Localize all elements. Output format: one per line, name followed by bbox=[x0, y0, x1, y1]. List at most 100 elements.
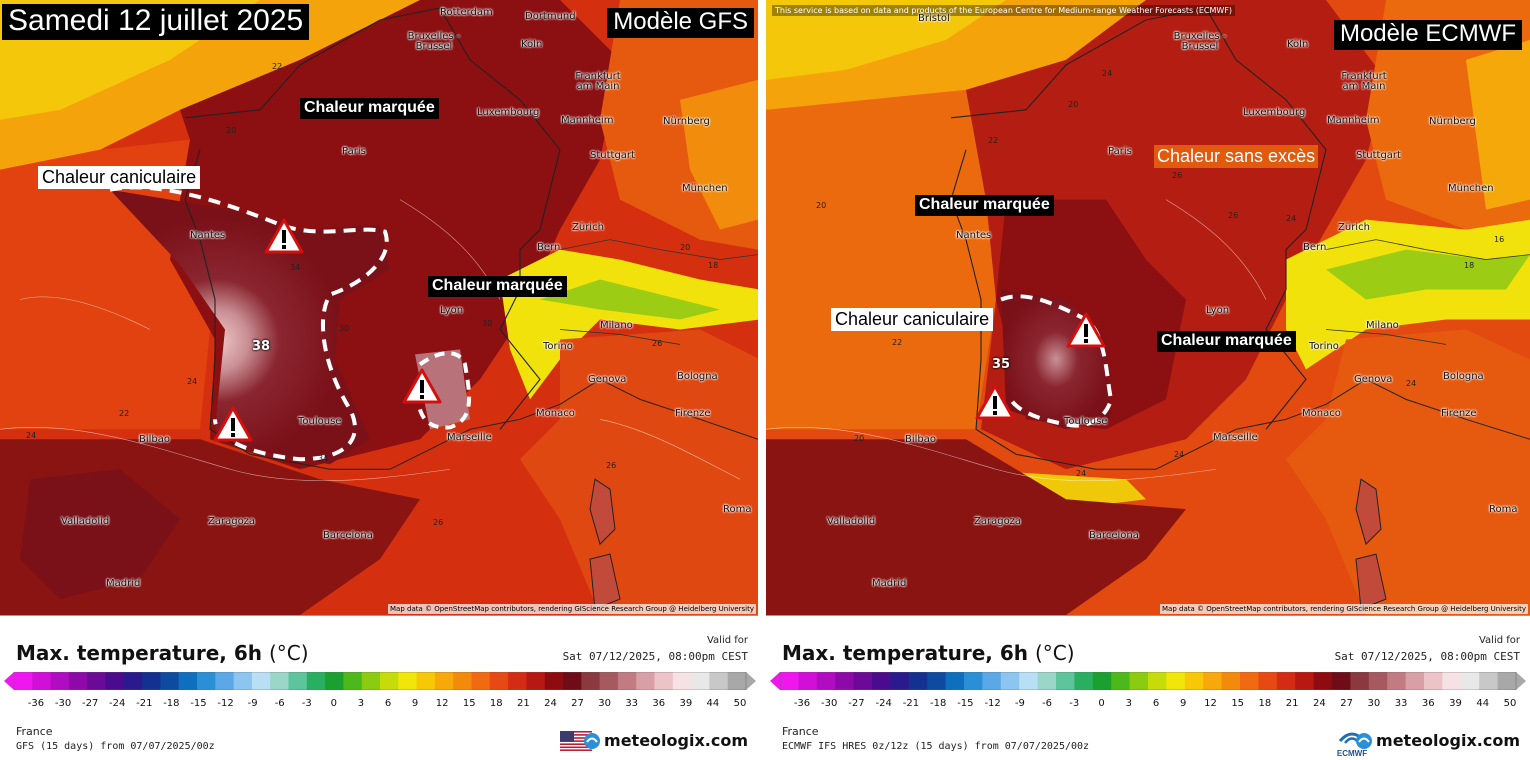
ecmwf-map[interactable]: This service is based on data and produc… bbox=[766, 0, 1530, 616]
colorbar-tick-label: 9 bbox=[411, 698, 419, 709]
gfs-map[interactable]: Samedi 12 juillet 2025 Modèle GFS Chaleu… bbox=[0, 0, 758, 616]
contour-value: 20 bbox=[816, 201, 827, 210]
ecmwf-caniculaire-zone-outline bbox=[1000, 294, 1114, 428]
contour-value: 26 bbox=[1172, 171, 1183, 180]
city-label: Zürich bbox=[1338, 222, 1370, 233]
colorbar-tick-label: -6 bbox=[1042, 698, 1053, 709]
brand-link[interactable]: meteologix.com bbox=[583, 731, 748, 750]
city-label: Genova bbox=[1354, 374, 1393, 385]
colorbar-swatch bbox=[581, 672, 601, 690]
colorbar-swatch bbox=[288, 672, 308, 690]
colorbar-tick-label: 18 bbox=[489, 698, 503, 709]
warning-icon bbox=[1066, 312, 1106, 348]
colorbar-swatch bbox=[68, 672, 88, 690]
colorbar-swatch bbox=[709, 672, 729, 690]
city-label: Madrid bbox=[872, 578, 907, 589]
city-label: Mannheim bbox=[561, 115, 614, 126]
colorbar-tick-label: -27 bbox=[81, 698, 99, 709]
city-label: Bologna bbox=[1443, 371, 1484, 382]
colorbar-swatch bbox=[927, 672, 947, 690]
warning-icon bbox=[402, 368, 442, 404]
colorbar-swatch bbox=[1240, 672, 1259, 690]
colorbar-tick-label: -12 bbox=[217, 698, 234, 709]
tag-chaleur-marquee-north: Chaleur marquée bbox=[300, 98, 439, 119]
city-label: Milano bbox=[600, 320, 633, 331]
colorbar-swatch bbox=[617, 672, 637, 690]
colorbar-tick-label: -15 bbox=[957, 698, 974, 709]
meteologix-logo-icon bbox=[1356, 732, 1373, 749]
city-label: Stuttgart bbox=[590, 150, 635, 161]
gfs-secondary-zone-outline bbox=[416, 351, 472, 430]
city-label: Luxembourg bbox=[477, 107, 540, 118]
city-label: Nantes bbox=[956, 230, 992, 241]
contour-value: 22 bbox=[119, 409, 130, 418]
colorbar-tick-label: 6 bbox=[1152, 698, 1160, 709]
city-label: München bbox=[682, 183, 728, 194]
colorbar-swatch bbox=[1332, 672, 1351, 690]
city-label: Bilbao bbox=[139, 434, 171, 445]
city-label: Marseille bbox=[1213, 432, 1258, 443]
city-label: Bilbao bbox=[905, 434, 937, 445]
colorbar-swatch bbox=[835, 672, 855, 690]
colorbar-swatch bbox=[142, 672, 161, 690]
city-label: Bristol bbox=[918, 13, 950, 24]
colorbar-swatch bbox=[251, 672, 271, 690]
colorbar-swatch bbox=[434, 672, 454, 690]
colorbar-swatch bbox=[890, 672, 910, 690]
contour-value: 34 bbox=[318, 454, 329, 463]
colorbar-tick-label: -24 bbox=[875, 698, 892, 709]
contour-value: 26 bbox=[606, 461, 617, 470]
valid-date: Sat 07/12/2025, 08:00pm CEST bbox=[1334, 650, 1520, 663]
warning-icon bbox=[264, 218, 304, 254]
colorbar-tick-label: -21 bbox=[136, 698, 153, 709]
city-label: Roma bbox=[1489, 504, 1518, 515]
contour-value: 22 bbox=[272, 62, 283, 71]
colorbar-tick-label: 33 bbox=[1394, 698, 1408, 709]
ecmwf-source-note: This service is based on data and produc… bbox=[772, 5, 1236, 16]
colorbar-swatch bbox=[1276, 672, 1296, 690]
colorbar-swatch bbox=[1350, 672, 1370, 690]
colorbar-swatch bbox=[1221, 672, 1241, 690]
city-label: Stuttgart bbox=[1356, 150, 1401, 161]
contour-value: 24 bbox=[1102, 69, 1113, 78]
colorbar-tick-label: -24 bbox=[109, 698, 126, 709]
colorbar-swatch bbox=[32, 672, 52, 690]
colorbar-tick-label: 24 bbox=[544, 698, 557, 709]
gfs-legend: Max. temperature, 6h (°C) Valid for Sat … bbox=[0, 617, 758, 760]
panel-divider bbox=[759, 0, 766, 760]
colorbar-tick-label: 36 bbox=[1421, 698, 1435, 709]
colorbar-swatch bbox=[780, 672, 799, 690]
colorbar-tick-label: -12 bbox=[984, 698, 1001, 709]
colorbar-swatch bbox=[1111, 672, 1131, 690]
brand-link[interactable]: meteologix.com bbox=[1355, 731, 1520, 750]
colorbar-tick-label: 27 bbox=[571, 698, 584, 709]
contour-value: 26 bbox=[433, 518, 444, 527]
colorbar-swatch bbox=[453, 672, 473, 690]
city-label: Torino bbox=[1309, 341, 1339, 352]
colorbar-swatch bbox=[1019, 672, 1039, 690]
colorbar-swatch bbox=[1424, 672, 1443, 690]
colorbar-swatch bbox=[945, 672, 965, 690]
colorbar-swatch bbox=[1405, 672, 1425, 690]
model-run-label: GFS (15 days) from 07/07/2025/00z bbox=[16, 741, 215, 752]
colorbar-tick-label: 33 bbox=[625, 698, 639, 709]
city-label: Nürnberg bbox=[663, 116, 710, 127]
contour-value: 24 bbox=[26, 431, 37, 440]
legend-title: Max. temperature, 6h (°C) bbox=[16, 641, 309, 665]
colorbar-outline bbox=[13, 672, 747, 690]
colorbar-swatch bbox=[233, 672, 253, 690]
valid-for-label: Valid for bbox=[1478, 635, 1520, 646]
contour-value: 20 bbox=[1068, 100, 1079, 109]
colorbar-swatch bbox=[1074, 672, 1094, 690]
colorbar-tick-label: -36 bbox=[27, 698, 45, 709]
colorbar-tick-label: 3 bbox=[1125, 698, 1132, 709]
valid-for-label: Valid for bbox=[706, 635, 748, 646]
colorbar-tick-label: 12 bbox=[1204, 698, 1217, 709]
colorbar-tick-label: 30 bbox=[1367, 698, 1381, 709]
colorbar-swatch bbox=[160, 672, 180, 690]
tag-chaleur-caniculaire: Chaleur caniculaire bbox=[831, 308, 994, 331]
city-label: Bruxelles - Brussel bbox=[407, 31, 461, 52]
colorbar-swatch bbox=[1442, 672, 1462, 690]
tag-chaleur-marquee-east: Chaleur marquée bbox=[428, 276, 567, 297]
us-flag-icon bbox=[560, 731, 592, 751]
